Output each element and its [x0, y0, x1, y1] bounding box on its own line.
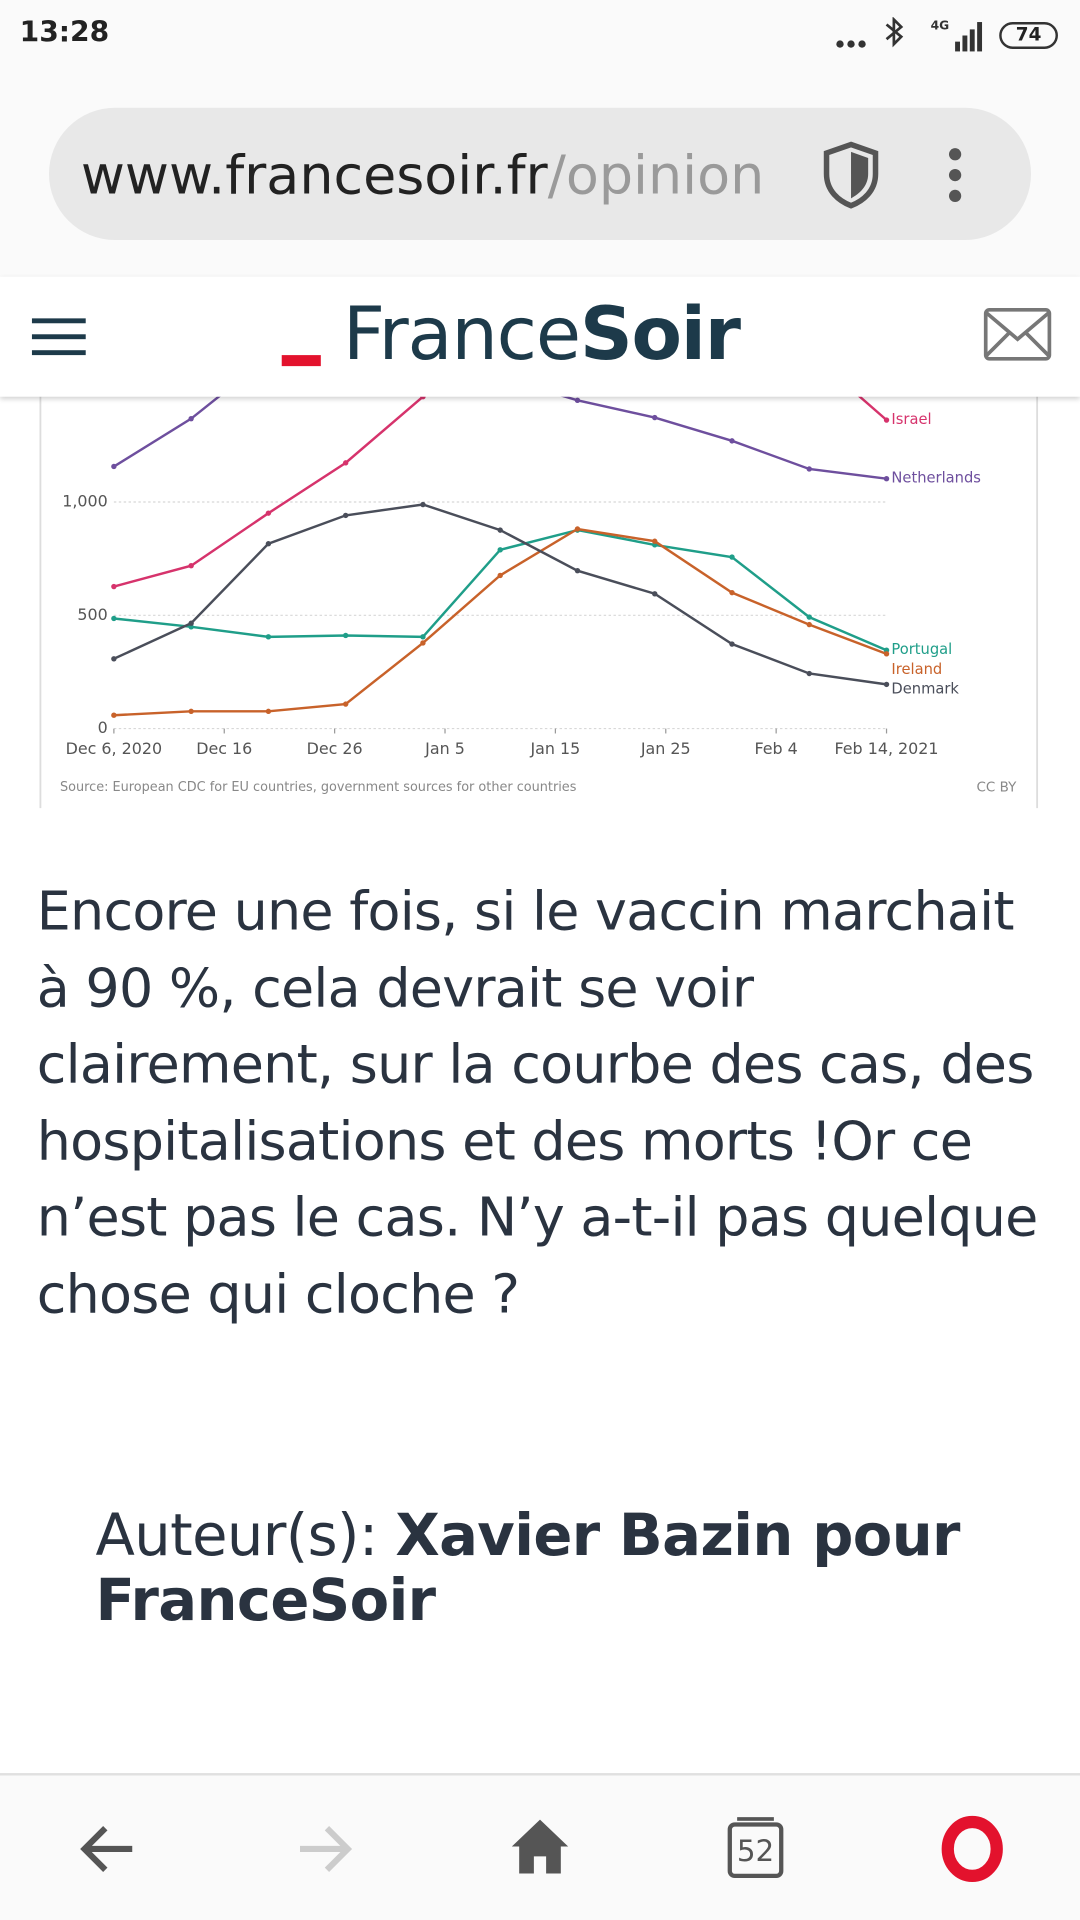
status-icons: 4G	[836, 17, 983, 52]
article-paragraph: Encore une fois, si le vaccin marchait à…	[36, 880, 1039, 1326]
data-point	[420, 634, 426, 640]
data-point	[729, 554, 735, 560]
data-point	[652, 591, 658, 597]
data-point	[883, 681, 890, 688]
chart-license: CC BY	[977, 780, 1018, 795]
opera-menu[interactable]	[941, 1815, 1003, 1883]
mail-icon[interactable]	[982, 306, 1053, 362]
data-point	[342, 460, 349, 466]
data-point	[111, 656, 117, 662]
data-point	[883, 417, 890, 423]
home-button[interactable]	[511, 1819, 569, 1874]
data-point	[342, 632, 349, 639]
data-point	[497, 572, 503, 579]
data-point	[497, 547, 503, 553]
logo-france: France	[342, 291, 581, 378]
site-header	[0, 276, 1080, 397]
series-label: Netherlands	[891, 470, 981, 487]
series-label: Denmark	[891, 680, 959, 697]
data-point	[342, 701, 349, 707]
data-point	[729, 641, 735, 647]
series-line	[113, 394, 887, 480]
x-tick-label: Dec 16	[196, 739, 252, 758]
data-point	[806, 466, 812, 472]
chart-source: Source: European CDC for EU countries, g…	[60, 780, 577, 795]
x-tick-label: Dec 26	[307, 739, 363, 758]
clock: 13:28	[19, 17, 110, 49]
x-tick-label: Feb 14, 2021	[834, 739, 938, 758]
menu-icon[interactable]	[940, 147, 969, 206]
series-label: Ireland	[891, 661, 942, 678]
data-point	[188, 620, 194, 626]
url-domain: www.francesoir.fr	[80, 144, 548, 207]
tabs-stack	[737, 1817, 774, 1821]
site-logo[interactable]: FranceSoir	[342, 291, 741, 378]
series-label: Portugal	[891, 641, 952, 658]
series-line	[113, 394, 888, 588]
data-point	[111, 615, 117, 622]
data-point	[111, 583, 117, 590]
back-button[interactable]	[80, 1825, 133, 1872]
hamburger-icon[interactable]	[31, 316, 88, 358]
data-point	[574, 397, 581, 404]
forward-button[interactable]	[300, 1825, 353, 1872]
tabs-button[interactable]	[727, 1822, 784, 1879]
data-point	[574, 567, 581, 574]
article-author: Auteur(s): Xavier Bazin pour FranceSoir	[96, 1504, 1002, 1634]
data-point	[265, 708, 272, 715]
x-tick-label: Jan 25	[640, 739, 691, 758]
y-tick-label: 0	[98, 718, 108, 737]
y-tick-label: 500	[77, 605, 107, 624]
data-point	[188, 415, 194, 422]
data-point	[574, 526, 581, 532]
data-point	[652, 538, 658, 544]
y-tick-label: 1,000	[62, 492, 108, 511]
data-point	[265, 634, 272, 640]
x-tick-label: Dec 6, 2020	[66, 739, 163, 758]
data-point	[188, 708, 194, 715]
battery: 74	[999, 22, 1058, 49]
logo-dash	[281, 355, 321, 367]
data-point	[883, 651, 890, 657]
author-label: Auteur(s):	[95, 1502, 379, 1570]
data-point	[111, 712, 117, 718]
x-tick-label: Jan 5	[424, 739, 465, 758]
data-point	[806, 670, 812, 677]
data-point	[806, 621, 812, 628]
logo-soir: Soir	[579, 291, 741, 378]
url[interactable]: www.francesoir.fr/opinion	[81, 144, 803, 206]
data-point	[729, 438, 735, 444]
series-line	[113, 527, 887, 717]
shield-icon[interactable]	[818, 137, 884, 210]
data-point	[652, 414, 658, 421]
data-point	[497, 527, 503, 533]
data-point	[265, 541, 272, 547]
author-name[interactable]: Xavier Bazin pour FranceSoir	[95, 1502, 961, 1635]
x-tick-label: Feb 4	[754, 739, 797, 758]
x-tick-label: Jan 15	[529, 739, 580, 758]
series-label: Israel	[891, 411, 931, 428]
nav-icons: 52	[80, 1815, 1003, 1883]
data-point	[188, 563, 194, 569]
data-point	[265, 510, 272, 516]
data-point	[111, 463, 117, 470]
data-point	[342, 512, 349, 519]
data-point	[806, 614, 812, 620]
svg-text:4G: 4G	[931, 18, 950, 32]
data-point	[883, 476, 890, 482]
data-point	[729, 589, 735, 596]
url-path: /opinion	[547, 144, 765, 207]
chart: Source: European CDC for EU countries, g…	[39, 394, 1039, 809]
tab-count: 52	[737, 1834, 774, 1868]
data-point	[420, 640, 426, 646]
data-point	[420, 501, 426, 508]
